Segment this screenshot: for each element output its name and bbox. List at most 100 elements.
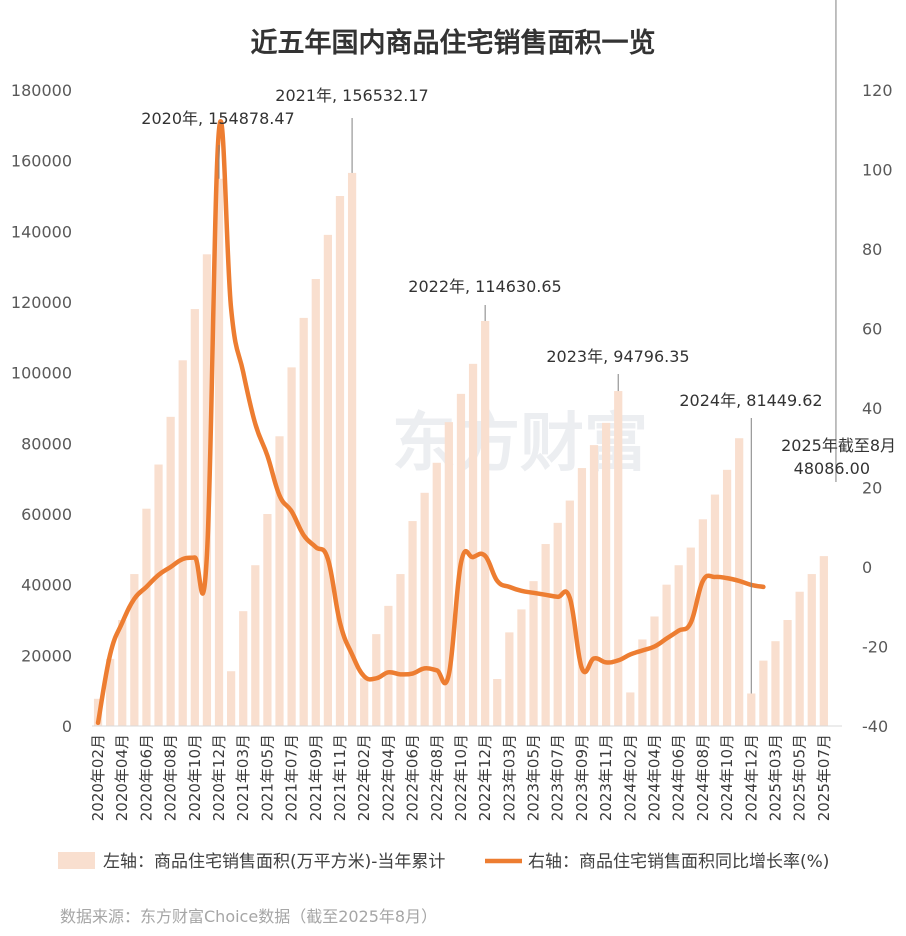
bar-2025年04月 xyxy=(783,620,792,726)
bar-series xyxy=(93,172,828,727)
bar-2020年12月 xyxy=(214,178,224,726)
annotation-label: 2024年, 81449.62 xyxy=(679,391,822,410)
x-tick-label: 2024年04月 xyxy=(646,734,664,821)
bar-2022年02月 xyxy=(360,678,369,726)
bar-2024年07月 xyxy=(686,547,695,726)
bar-2022年07月 xyxy=(420,492,429,726)
annotation-label: 2022年, 114630.65 xyxy=(408,277,561,296)
x-tick-label: 2023年09月 xyxy=(573,734,591,821)
bar-2021年09月 xyxy=(311,279,320,726)
bar-2021年03月 xyxy=(239,611,248,726)
bar-2021年07月 xyxy=(287,367,296,726)
x-tick-label: 2023年07月 xyxy=(549,734,567,821)
y-left-tick-label: 180000 xyxy=(11,81,72,100)
x-tick-label: 2025年07月 xyxy=(815,734,833,821)
right-axis: -40 -20 0 20 40 60 80 100 120 xyxy=(862,81,893,736)
y-right-tick-label: 120 xyxy=(862,81,893,100)
x-tick-label: 2024年02月 xyxy=(621,734,639,821)
bar-2021年02月 xyxy=(227,671,236,726)
annotation-label: 2021年, 156532.17 xyxy=(275,86,428,105)
bar-2020年05月 xyxy=(130,574,139,726)
bar-2021年04月 xyxy=(251,565,260,726)
x-tick-label: 2020年08月 xyxy=(162,734,180,821)
bar-2023年06月 xyxy=(541,544,550,726)
bar-2023年07月 xyxy=(553,522,562,726)
bar-2020年11月 xyxy=(202,254,212,727)
x-tick-label: 2020年06月 xyxy=(137,734,155,821)
legend-bar-swatch xyxy=(58,852,95,869)
annotation-value: 48086.00 xyxy=(794,459,870,478)
bar-2023年02月 xyxy=(493,679,502,726)
bar-2025年06月 xyxy=(807,574,816,726)
bar-2024年03月 xyxy=(638,639,647,726)
bar-2022年04月 xyxy=(384,605,393,726)
bar-2023年12月 xyxy=(614,391,623,726)
y-right-tick-label: 20 xyxy=(862,479,882,498)
source-note: 数据来源：东方财富Choice数据（截至2025年8月） xyxy=(60,907,437,926)
annotation-label: 2020年, 154878.47 xyxy=(141,109,294,128)
bar-2022年09月 xyxy=(444,422,453,726)
bar-2024年06月 xyxy=(674,565,683,726)
bar-2021年10月 xyxy=(323,234,332,726)
bar-2024年12月 xyxy=(747,693,756,726)
y-left-tick-label: 60000 xyxy=(21,505,72,524)
bar-2024年08月 xyxy=(698,519,707,726)
annotations: 2020年, 154878.47 2021年, 156532.17 2022年, 1… xyxy=(141,0,896,694)
bar-2022年11月 xyxy=(468,363,478,726)
x-tick-label: 2022年10月 xyxy=(452,734,470,821)
x-tick-label: 2021年09月 xyxy=(307,734,325,821)
y-left-tick-label: 0 xyxy=(62,717,72,736)
y-right-tick-label: -40 xyxy=(862,717,888,736)
x-tick-label: 2024年10月 xyxy=(718,734,736,821)
bar-2025年07月 xyxy=(819,556,828,726)
bar-2023年04月 xyxy=(517,609,526,726)
bar-2020年10月 xyxy=(190,309,199,726)
x-tick-label: 2024年08月 xyxy=(694,734,712,821)
legend-line-label: 右轴：商品住宅销售面积同比增长率(%) xyxy=(528,852,829,872)
y-right-tick-label: 80 xyxy=(862,240,882,259)
bar-2024年09月 xyxy=(710,494,720,726)
x-tick-label: 2020年10月 xyxy=(186,734,204,821)
x-axis: 2020年02月 2020年04月 2020年06月 2020年08月 2020年10月… xyxy=(89,725,842,821)
y-left-tick-label: 140000 xyxy=(11,222,72,241)
chart-title: 近五年国内商品住宅销售面积一览 xyxy=(251,27,656,59)
bar-2025年02月 xyxy=(759,660,768,726)
x-tick-label: 2021年03月 xyxy=(234,734,252,821)
y-right-tick-label: 100 xyxy=(862,161,893,180)
y-right-tick-label: 60 xyxy=(862,320,882,339)
x-tick-label: 2025年05月 xyxy=(791,734,809,821)
bar-2022年08月 xyxy=(432,462,441,726)
bar-2024年10月 xyxy=(722,469,732,726)
growth-rate-line xyxy=(95,119,766,726)
bar-2024年04月 xyxy=(650,616,659,726)
bar-2025年05月 xyxy=(795,591,804,726)
bar-2022年05月 xyxy=(396,574,405,726)
x-tick-label: 2022年12月 xyxy=(476,734,494,821)
bar-2021年08月 xyxy=(299,317,308,726)
x-tick-label: 2023年03月 xyxy=(500,734,518,821)
x-tick-label: 2020年02月 xyxy=(89,734,107,821)
bar-2025年03月 xyxy=(771,641,780,726)
x-tick-label: 2022年08月 xyxy=(428,734,446,821)
x-tick-label: 2021年11月 xyxy=(331,734,349,821)
bar-2022年06月 xyxy=(408,521,417,726)
bar-2023年10月 xyxy=(589,445,599,726)
legend: 左轴：商品住宅销售面积(万平方米)-当年累计 右轴：商品住宅销售面积同比增长率(… xyxy=(58,852,829,872)
annotation-label: 2025年截至8月 xyxy=(781,436,896,455)
bar-2021年11月 xyxy=(335,196,345,726)
legend-bar-label: 左轴：商品住宅销售面积(万平方米)-当年累计 xyxy=(103,852,445,872)
x-tick-label: 2022年06月 xyxy=(404,734,422,821)
y-left-tick-label: 40000 xyxy=(21,576,72,595)
x-tick-label: 2020年12月 xyxy=(210,734,228,821)
x-tick-label: 2024年06月 xyxy=(670,734,688,821)
y-right-tick-label: 0 xyxy=(862,558,872,577)
bar-2023年11月 xyxy=(602,422,611,726)
bar-2023年05月 xyxy=(529,581,538,726)
line-series xyxy=(95,119,766,726)
bar-2020年04月 xyxy=(118,620,127,726)
bar-2020年06月 xyxy=(142,508,151,726)
y-left-tick-label: 120000 xyxy=(11,293,72,312)
y-right-tick-label: -20 xyxy=(862,638,888,657)
